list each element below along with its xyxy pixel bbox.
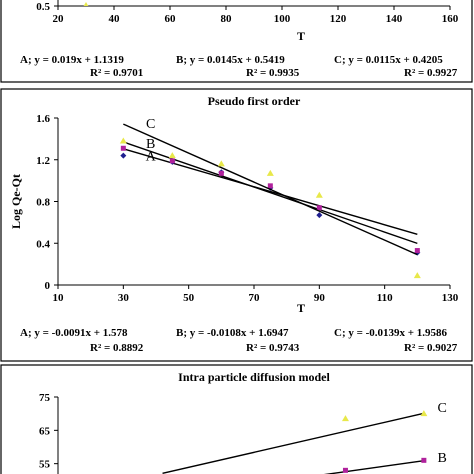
r-squared-2: R² = 0.9927 [404, 67, 458, 79]
series-label-A: A [146, 150, 157, 165]
x-tick-label: 10 [53, 292, 65, 304]
x-tick-label: 30 [118, 292, 130, 304]
data-point-A [316, 212, 323, 219]
series-label-C: C [437, 401, 446, 416]
data-point-C [119, 137, 127, 144]
data-point-B [267, 183, 273, 189]
r-squared-0: R² = 0.9701 [90, 67, 143, 79]
data-point-C [413, 272, 421, 279]
data-point-C [315, 191, 323, 198]
x-tick-label: 60 [165, 13, 177, 25]
r-squared-1: R² = 0.9935 [246, 67, 300, 79]
r-squared-2: R² = 0.9027 [404, 342, 458, 354]
trend-line-B [323, 459, 424, 474]
data-point-B [316, 205, 322, 211]
trend-line-C [123, 123, 418, 256]
x-tick-label: 130 [442, 292, 459, 304]
y-tick-label: 1.2 [36, 155, 50, 167]
equation-0: A; y = 0.019x + 1.1319 [20, 54, 124, 66]
r-squared-1: R² = 0.9743 [246, 342, 300, 354]
data-point-C [341, 415, 349, 422]
x-tick-label: 50 [183, 292, 195, 304]
y-tick-label: 75 [39, 392, 51, 404]
plot-area [119, 123, 421, 279]
chart-1: 10 30 50 70 90 110 130 0 0.4 0.8 1.2 1.6 T Log Qe-Qt P… [0, 88, 473, 362]
y-tick-label: 0.4 [36, 238, 50, 250]
series-label-B: B [437, 451, 446, 466]
plot-area [83, 2, 89, 6]
x-tick-label: 90 [314, 292, 326, 304]
x-tick-label: 120 [330, 13, 347, 25]
y-tick-label: 0 [45, 280, 51, 292]
x-axis-title: T [297, 301, 305, 315]
chart-0: 20 40 60 80 100 120 140 160 0.5 T A; y = 0.019x + … [0, 0, 473, 83]
data-point-A [120, 152, 127, 159]
y-tick-label: 0.5 [36, 1, 50, 13]
r-squared-0: R² = 0.8892 [90, 342, 144, 354]
x-axis-title: T [297, 29, 305, 43]
x-tick-label: 160 [442, 13, 459, 25]
data-point-C [266, 169, 274, 176]
data-point-B [414, 248, 420, 254]
data-point-B [342, 467, 348, 473]
x-tick-label: 40 [109, 13, 121, 25]
chart-2: 55 65 75 Intra particle diffusion model C B [0, 364, 473, 474]
plot-area [162, 410, 428, 474]
trend-line-C [162, 412, 425, 474]
series-label-B: B [146, 137, 155, 152]
data-point-C [217, 160, 225, 167]
data-point-C [420, 410, 428, 417]
data-point-B [120, 145, 126, 151]
equation-2: C; y = 0.0115x + 0.4205 [334, 54, 443, 66]
y-tick-label: 65 [39, 425, 51, 437]
equation-2: C; y = -0.0139x + 1.9586 [334, 327, 448, 339]
data-point-C [83, 2, 89, 6]
chart-title: Pseudo first order [208, 94, 301, 108]
x-tick-label: 100 [274, 13, 291, 25]
x-tick-label: 110 [377, 292, 393, 304]
series-label-C: C [146, 117, 155, 132]
y-axis-title: Log Qe-Qt [9, 174, 23, 229]
equation-1: B; y = -0.0108x + 1.6947 [176, 327, 289, 339]
x-tick-label: 80 [221, 13, 233, 25]
equation-0: A; y = -0.0091x + 1.578 [20, 327, 128, 339]
data-point-B [169, 158, 175, 164]
chart-panel [0, 88, 473, 362]
data-point-B [218, 170, 224, 176]
data-point-C [168, 152, 176, 159]
y-tick-label: 1.6 [36, 113, 50, 125]
y-tick-label: 0.8 [36, 197, 50, 209]
x-tick-label: 20 [53, 13, 65, 25]
x-tick-label: 70 [249, 292, 261, 304]
y-tick-label: 55 [39, 459, 51, 471]
data-point-B [421, 457, 427, 463]
chart-panel [0, 0, 473, 83]
equation-1: B; y = 0.0145x + 0.5419 [176, 54, 285, 66]
chart-title: Intra particle diffusion model [178, 370, 330, 384]
x-tick-label: 140 [386, 13, 403, 25]
